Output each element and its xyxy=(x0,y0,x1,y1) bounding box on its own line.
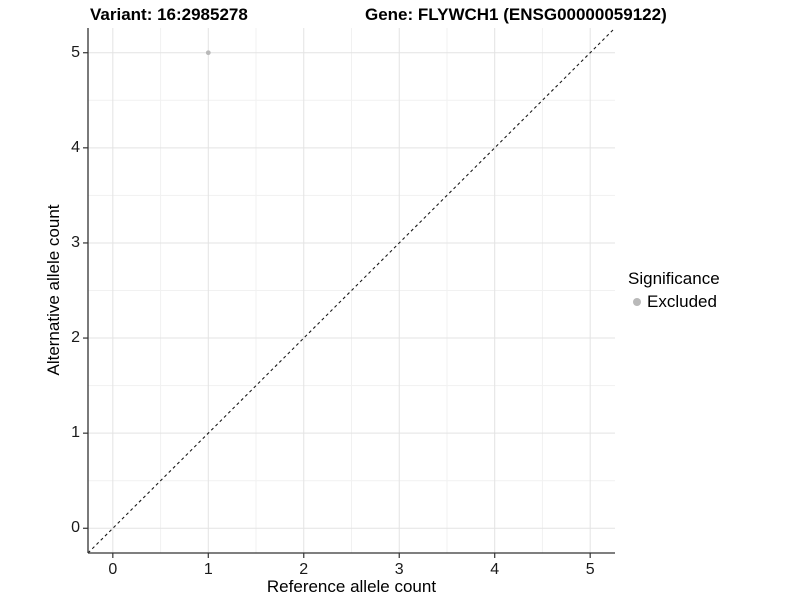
identity-dashed-line xyxy=(87,27,616,554)
x-axis-title: Reference allele count xyxy=(266,577,437,596)
legend: Significance Excluded xyxy=(628,269,720,312)
x-tick-label: 1 xyxy=(203,561,213,578)
y-axis-title: Alternative allele count xyxy=(44,204,63,376)
plot-title-variant: Variant: 16:2985278 xyxy=(90,5,248,24)
x-tick-label: 2 xyxy=(299,561,309,578)
legend-item-excluded: Excluded xyxy=(628,292,720,312)
y-tick-label: 3 xyxy=(71,233,80,251)
y-tick-label: 2 xyxy=(71,329,80,347)
legend-title: Significance xyxy=(628,269,720,288)
data-point-excluded xyxy=(205,50,211,56)
y-tick-label: 0 xyxy=(71,519,80,537)
x-tick-label: 3 xyxy=(394,561,404,578)
y-tick-label: 4 xyxy=(71,138,80,156)
excluded-point-icon xyxy=(633,298,641,306)
x-tick-label: 0 xyxy=(108,561,118,578)
y-tick-label: 1 xyxy=(71,424,80,442)
y-tick-label: 5 xyxy=(71,43,80,61)
x-tick-label: 4 xyxy=(490,561,500,578)
x-tick-label: 5 xyxy=(585,561,595,578)
legend-item-label: Excluded xyxy=(647,292,717,311)
plot-title-gene: Gene: FLYWCH1 (ENSG00000059122) xyxy=(365,5,667,24)
